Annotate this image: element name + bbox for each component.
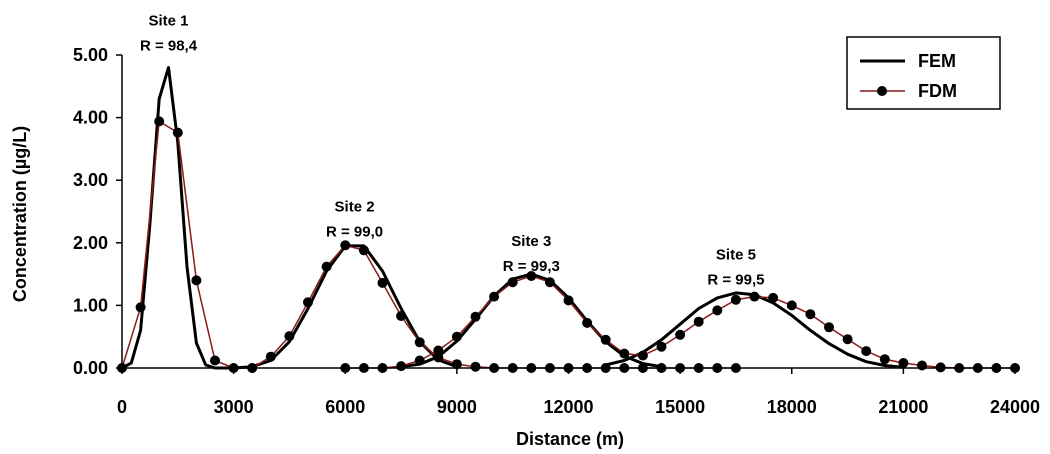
- fdm-point: [303, 297, 313, 308]
- fdm-point: [154, 116, 165, 127]
- fdm-point: [917, 360, 927, 371]
- x-axis-ticks: 0 3000 6000 9000 12000 15000 18000 21000 24000: [117, 368, 1040, 417]
- x-tick-label: 24000: [990, 397, 1040, 417]
- fdm-point: [340, 240, 351, 251]
- fdm-point: [656, 341, 667, 352]
- fdm-point: [786, 300, 797, 311]
- fdm-point: [284, 331, 295, 342]
- fdm-point: [210, 355, 220, 366]
- x-tick-label: 21000: [878, 397, 928, 417]
- fdm-point: [712, 305, 723, 316]
- fdm-point: [414, 337, 425, 348]
- fdm-point: [805, 309, 816, 320]
- x-tick-label: 0: [117, 397, 127, 417]
- legend-box: [846, 36, 1001, 110]
- fdm-point: [637, 350, 648, 361]
- fdm-point: [191, 275, 202, 286]
- fdm-point: [451, 331, 462, 342]
- y-tick-label: 3.00: [73, 170, 108, 190]
- data-curves: [120, 66, 1016, 370]
- fdm-point: [768, 292, 779, 303]
- x-tick-label: 18000: [767, 397, 817, 417]
- fdm-point: [265, 351, 276, 362]
- fdm-point: [396, 361, 407, 372]
- fdm-point: [898, 358, 909, 368]
- site-label: Site 1: [148, 13, 188, 30]
- fdm-point: [600, 334, 611, 345]
- site-r-value: R = 98,4: [140, 38, 198, 55]
- fdm-point: [433, 345, 444, 356]
- fdm-point: [451, 359, 462, 370]
- fdm-point: [693, 316, 704, 327]
- legend-fem-label: FEM: [918, 51, 956, 71]
- y-axis-ticks: 0.00 1.00 2.00 3.00 4.00 5.00: [73, 45, 122, 378]
- legend-fdm-marker: [877, 86, 887, 96]
- fdm-point: [824, 322, 834, 333]
- fem-curve-2: [232, 244, 459, 370]
- fdm-point: [675, 329, 686, 340]
- site-label: Site 2: [335, 199, 375, 216]
- fdm-point: [749, 291, 760, 302]
- site-label: Site 3: [511, 233, 551, 250]
- fdm-point: [172, 127, 183, 138]
- y-tick-label: 1.00: [73, 295, 108, 315]
- x-axis-title: Distance (m): [516, 429, 624, 449]
- fdm-point: [414, 355, 425, 366]
- x-tick-label: 9000: [437, 397, 477, 417]
- fdm-point: [358, 245, 369, 256]
- fem-curve-4: [604, 291, 905, 369]
- site-annotations: Site 1 R = 98,4 Site 2 R = 99,0 Site 3 R = 99…: [140, 13, 765, 289]
- fdm-point: [470, 361, 481, 372]
- fdm-point: [135, 302, 146, 313]
- fdm-point: [396, 311, 407, 321]
- fdm-point: [619, 348, 630, 359]
- fdm-point: [470, 311, 481, 322]
- fdm-point: [582, 317, 593, 328]
- site-r-value: R = 99,3: [503, 258, 560, 275]
- data-markers: [117, 116, 1020, 373]
- fdm-point: [321, 261, 332, 272]
- fem-curve-1: [120, 66, 236, 370]
- fdm-point: [842, 334, 853, 345]
- x-tick-label: 3000: [214, 397, 254, 417]
- y-axis-title: Concentration (µg/L): [10, 126, 30, 302]
- fdm-curve-2: [344, 275, 1016, 369]
- fdm-point: [563, 295, 574, 306]
- site-r-value: R = 99,0: [326, 224, 383, 241]
- fdm-point: [879, 354, 890, 365]
- y-tick-label: 4.00: [73, 108, 108, 128]
- site-label: Site 5: [716, 247, 756, 264]
- fdm-curve-1: [121, 120, 737, 369]
- fdm-point: [861, 346, 872, 357]
- site-r-value: R = 99,5: [707, 272, 764, 289]
- fdm-point: [526, 271, 537, 281]
- y-tick-label: 0.00: [73, 358, 108, 378]
- fdm-point: [489, 291, 500, 302]
- fdm-point: [433, 352, 444, 363]
- fdm-point: [507, 277, 518, 288]
- fdm-point: [544, 277, 555, 288]
- x-tick-label: 15000: [655, 397, 705, 417]
- fdm-point: [377, 277, 388, 288]
- y-tick-label: 5.00: [73, 45, 108, 65]
- x-tick-label: 12000: [543, 397, 593, 417]
- legend-fdm-label: FDM: [918, 81, 957, 101]
- x-tick-label: 6000: [325, 397, 365, 417]
- fdm-point: [730, 294, 741, 305]
- y-tick-label: 2.00: [73, 233, 108, 253]
- legend: FEM FDM: [846, 36, 1001, 110]
